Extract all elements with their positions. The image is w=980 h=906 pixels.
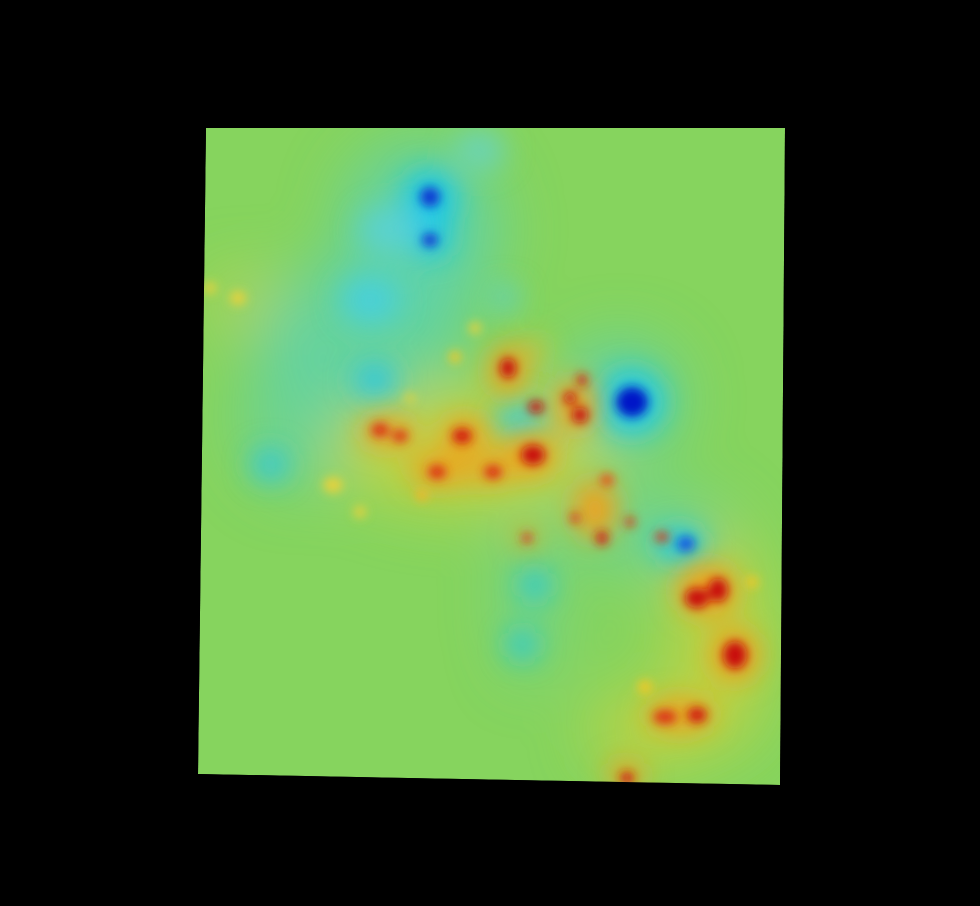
hotspot	[525, 340, 545, 360]
minor-warm-spots	[204, 282, 758, 694]
coldspot	[252, 449, 288, 481]
hotspot-core	[600, 474, 614, 486]
coldspot-core	[420, 187, 440, 207]
minor-spot	[416, 489, 428, 501]
coldspot	[353, 362, 397, 398]
hotspot-core	[570, 513, 580, 523]
minor-spot	[469, 322, 481, 334]
minor-spot	[405, 393, 415, 403]
hotspot-core	[577, 374, 587, 386]
coldspot	[360, 208, 420, 252]
minor-spot	[230, 291, 246, 305]
survey-region	[198, 128, 785, 785]
hotspot-core	[452, 428, 472, 444]
hotspot-core	[564, 392, 576, 404]
hotspot-core	[625, 517, 635, 527]
minor-spot	[323, 477, 343, 493]
hotspot-core	[392, 430, 408, 442]
minor-spot	[449, 351, 461, 363]
coldspot	[508, 631, 536, 659]
coldspot-core	[616, 387, 648, 417]
hotspot-core	[620, 772, 634, 784]
hotspot-core	[521, 445, 545, 465]
hotspot-core	[522, 533, 532, 543]
coldspot	[491, 286, 519, 310]
hotspot-core-layer	[371, 358, 747, 784]
hotspot-core	[528, 401, 544, 413]
hotspot-core	[687, 707, 707, 723]
hotspot-core	[685, 588, 709, 608]
coldspot-core	[677, 536, 695, 552]
hotspot-core	[484, 465, 502, 479]
hotspot	[573, 480, 617, 540]
hotspot-core	[572, 407, 588, 423]
coldspot	[340, 275, 400, 325]
coldspot	[455, 130, 505, 170]
hotspot-core	[371, 423, 389, 437]
hotspot	[555, 379, 595, 431]
hotspot-core	[428, 465, 446, 479]
minor-spot	[638, 680, 652, 694]
minor-spot	[746, 576, 758, 588]
hotspot-core	[723, 641, 747, 669]
hotspot-core	[655, 532, 669, 542]
hotspot-core	[596, 531, 608, 545]
minor-spot	[354, 506, 366, 518]
hotspot-core	[708, 578, 728, 602]
coldspot-core-layer	[420, 187, 695, 552]
coldspot	[521, 571, 549, 599]
hotspot-core	[653, 710, 677, 724]
coldspot-core	[422, 233, 438, 247]
minor-spot	[204, 282, 216, 294]
hotspot-core	[500, 358, 516, 378]
